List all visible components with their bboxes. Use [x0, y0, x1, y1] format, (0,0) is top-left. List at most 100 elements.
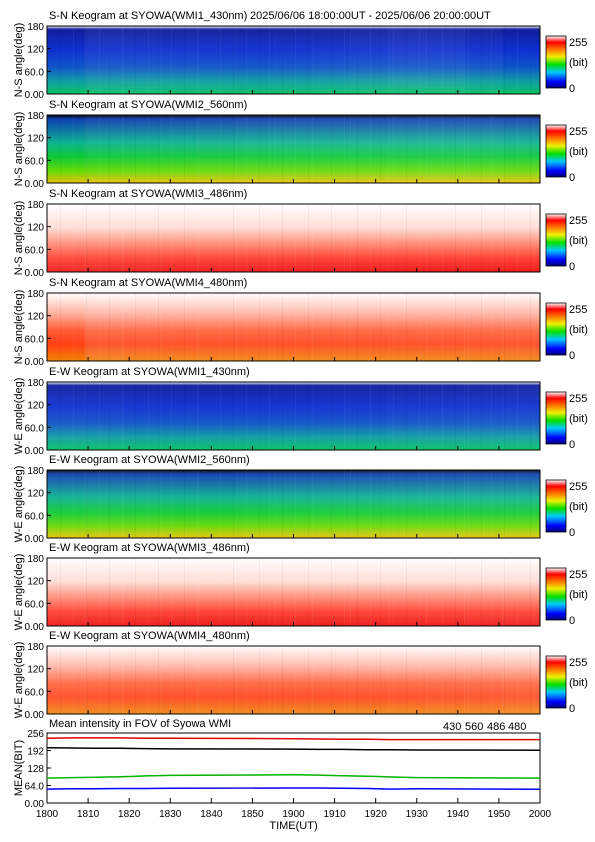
keogram-cell: [388, 382, 427, 450]
y-tick-label: 120: [27, 489, 44, 500]
keogram-streak: [504, 470, 505, 538]
keogram-cell: [198, 558, 238, 626]
keogram-cell: [350, 204, 389, 272]
keogram-cell: [464, 382, 503, 450]
keogram-streak: [455, 293, 456, 361]
y-axis-label: N-S angle(deg): [13, 201, 25, 276]
keogram-cell: [160, 115, 200, 183]
keogram-streak: [282, 558, 283, 626]
keogram-streak: [99, 115, 100, 183]
panel-title: S-N Keogram at SYOWA(WMI4_480nm): [49, 277, 247, 289]
keogram-image: [47, 646, 540, 714]
keogram-streak: [442, 26, 443, 94]
keogram-streak: [148, 293, 149, 361]
keogram-cell: [350, 382, 389, 450]
keogram-streak: [269, 558, 270, 626]
line-frame: [46, 732, 541, 804]
y-tick-label: 180: [27, 642, 44, 653]
keogram-cell: [464, 204, 503, 272]
colorbar-max-label: 255: [569, 657, 587, 669]
keogram-streak: [455, 115, 456, 183]
keogram-streak: [60, 646, 61, 714]
keogram-streak: [331, 293, 332, 361]
y-tick-label: 0.00: [25, 799, 45, 810]
keogram-streak: [246, 470, 247, 538]
keogram-streak: [406, 204, 407, 272]
y-tick-label: 60.0: [25, 423, 45, 434]
keogram-streak: [308, 115, 309, 183]
keogram-cell: [312, 558, 351, 626]
y-tick-label: 120: [27, 401, 44, 412]
keogram-streak: [380, 382, 381, 450]
legend-480: 480: [508, 721, 526, 733]
keogram-panel: S-N Keogram at SYOWA(WMI3_486nm) 180 120 60…: [13, 188, 588, 279]
keogram-image: [47, 293, 540, 361]
legend-486: 486: [487, 721, 505, 733]
keogram-cell: [312, 115, 351, 183]
keogram-cell: [350, 26, 389, 94]
keogram-streak: [442, 646, 443, 714]
keogram-cell: [502, 115, 541, 183]
keogram-streak: [393, 204, 394, 272]
y-tick-label: 120: [27, 134, 44, 145]
colorbar-min-label: 0: [569, 83, 575, 95]
keogram-cell: [122, 558, 162, 626]
keogram-streak: [73, 293, 74, 361]
keogram-streak: [73, 204, 74, 272]
keogram-cell: [426, 470, 465, 538]
keogram-cell: [464, 646, 503, 714]
keogram-cell: [122, 646, 162, 714]
keogram-cell: [160, 26, 200, 94]
keogram-streak: [455, 26, 456, 94]
keogram-streak: [171, 470, 172, 538]
keogram-streak: [295, 293, 296, 361]
keogram-streak: [295, 470, 296, 538]
keogram-streak: [504, 26, 505, 94]
keogram-streak: [171, 382, 172, 450]
keogram-streak: [73, 115, 74, 183]
y-axis-label: W-E angle(deg): [13, 554, 25, 631]
keogram-streak: [530, 293, 531, 361]
keogram-cell: [426, 646, 465, 714]
keogram-streak: [184, 382, 185, 450]
colorbar-unit-label: (bit): [569, 324, 588, 336]
keogram-streak: [468, 115, 469, 183]
keogram-streak: [282, 204, 283, 272]
keogram-streak: [491, 293, 492, 361]
keogram-cell: [160, 470, 200, 538]
keogram-streak: [370, 293, 371, 361]
colorbar-min-label: 0: [569, 172, 575, 184]
keogram-streak: [184, 646, 185, 714]
keogram-cell: [84, 470, 124, 538]
keogram-streak: [158, 26, 159, 94]
keogram-streak: [135, 646, 136, 714]
keogram-cell: [84, 558, 124, 626]
keogram-streak: [517, 204, 518, 272]
keogram-streak: [269, 293, 270, 361]
keogram-cell: [274, 293, 313, 361]
keogram-streak: [99, 646, 100, 714]
keogram-cell: [350, 470, 389, 538]
keogram-image: [47, 204, 540, 272]
keogram-streak: [269, 26, 270, 94]
keogram-cell: [198, 382, 238, 450]
keogram-streak: [380, 293, 381, 361]
keogram-streak: [344, 558, 345, 626]
keogram-streak: [109, 470, 110, 538]
keogram-cell: [350, 293, 389, 361]
keogram-streak: [135, 204, 136, 272]
keogram-cell: [47, 26, 85, 94]
keogram-cell: [502, 470, 541, 538]
keogram-streak: [393, 382, 394, 450]
y-tick-label: 120: [27, 223, 44, 234]
keogram-cell: [160, 382, 200, 450]
y-axis-label: W-E angle(deg): [13, 642, 25, 719]
panel-title: S-N Keogram at SYOWA(WMI3_486nm): [49, 188, 247, 200]
x-tick-label: 1810: [77, 809, 100, 820]
keogram-cell: [502, 204, 541, 272]
keogram-cell: [274, 470, 313, 538]
keogram-streak: [148, 558, 149, 626]
line-chart-title: Mean intensity in FOV of Syowa WMI: [49, 718, 231, 730]
keogram-panel: S-N Keogram at SYOWA(WMI2_560nm) 180 120 60…: [13, 99, 588, 190]
colorbar-min-label: 0: [569, 615, 575, 627]
